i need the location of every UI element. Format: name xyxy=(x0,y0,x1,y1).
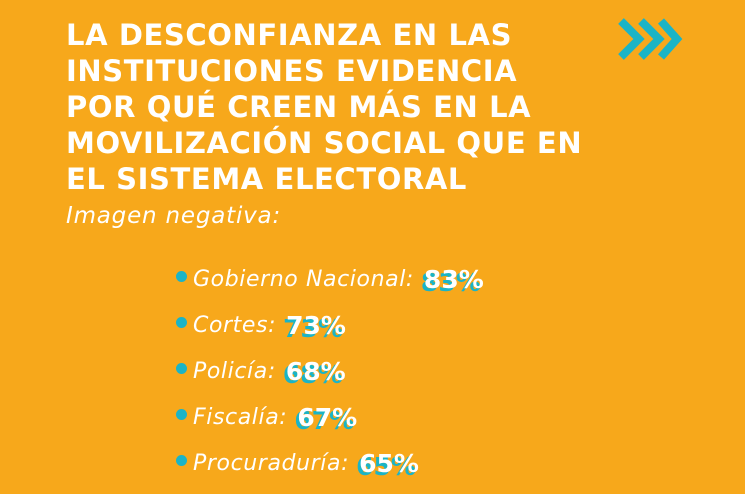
title-line: POR QUÉ CREEN MÁS EN LA xyxy=(66,90,532,124)
title-line: INSTITUCIONES EVIDENCIA xyxy=(66,54,518,88)
bullet xyxy=(176,362,187,374)
list-item: Cortes: 73% xyxy=(176,308,346,342)
bullet xyxy=(176,270,187,282)
item-label: Fiscalía: xyxy=(193,404,288,430)
title-line: MOVILIZACIÓN SOCIAL QUE EN xyxy=(66,126,583,160)
item-label: Cortes: xyxy=(193,312,277,338)
item-label: Procuraduría: xyxy=(193,450,350,476)
item-value: 73% xyxy=(286,310,346,340)
subtitle: Imagen negativa: xyxy=(66,203,282,229)
list-item: Procuraduría: 65% xyxy=(176,446,419,480)
item-value: 67% xyxy=(297,402,358,432)
list-item: Gobierno Nacional: 83% xyxy=(176,262,484,296)
chevron xyxy=(658,18,683,60)
item-value: 65% xyxy=(359,448,419,478)
list-item: Policía: 68% xyxy=(176,354,346,388)
item-label: Policía: xyxy=(193,358,276,384)
item-value: 83% xyxy=(423,264,484,294)
item-label: Gobierno Nacional: xyxy=(193,266,414,292)
title-line: LA DESCONFIANZA EN LAS xyxy=(66,18,513,52)
bullet xyxy=(176,408,187,420)
bullet xyxy=(176,316,187,328)
chevron xyxy=(618,18,645,60)
chevrons xyxy=(618,18,683,60)
item-value: 68% xyxy=(285,356,346,386)
bullet xyxy=(176,454,187,466)
chevron xyxy=(638,18,665,60)
list-item: Fiscalía: 67% xyxy=(176,400,357,434)
title-line: EL SISTEMA ELECTORAL xyxy=(66,162,468,196)
